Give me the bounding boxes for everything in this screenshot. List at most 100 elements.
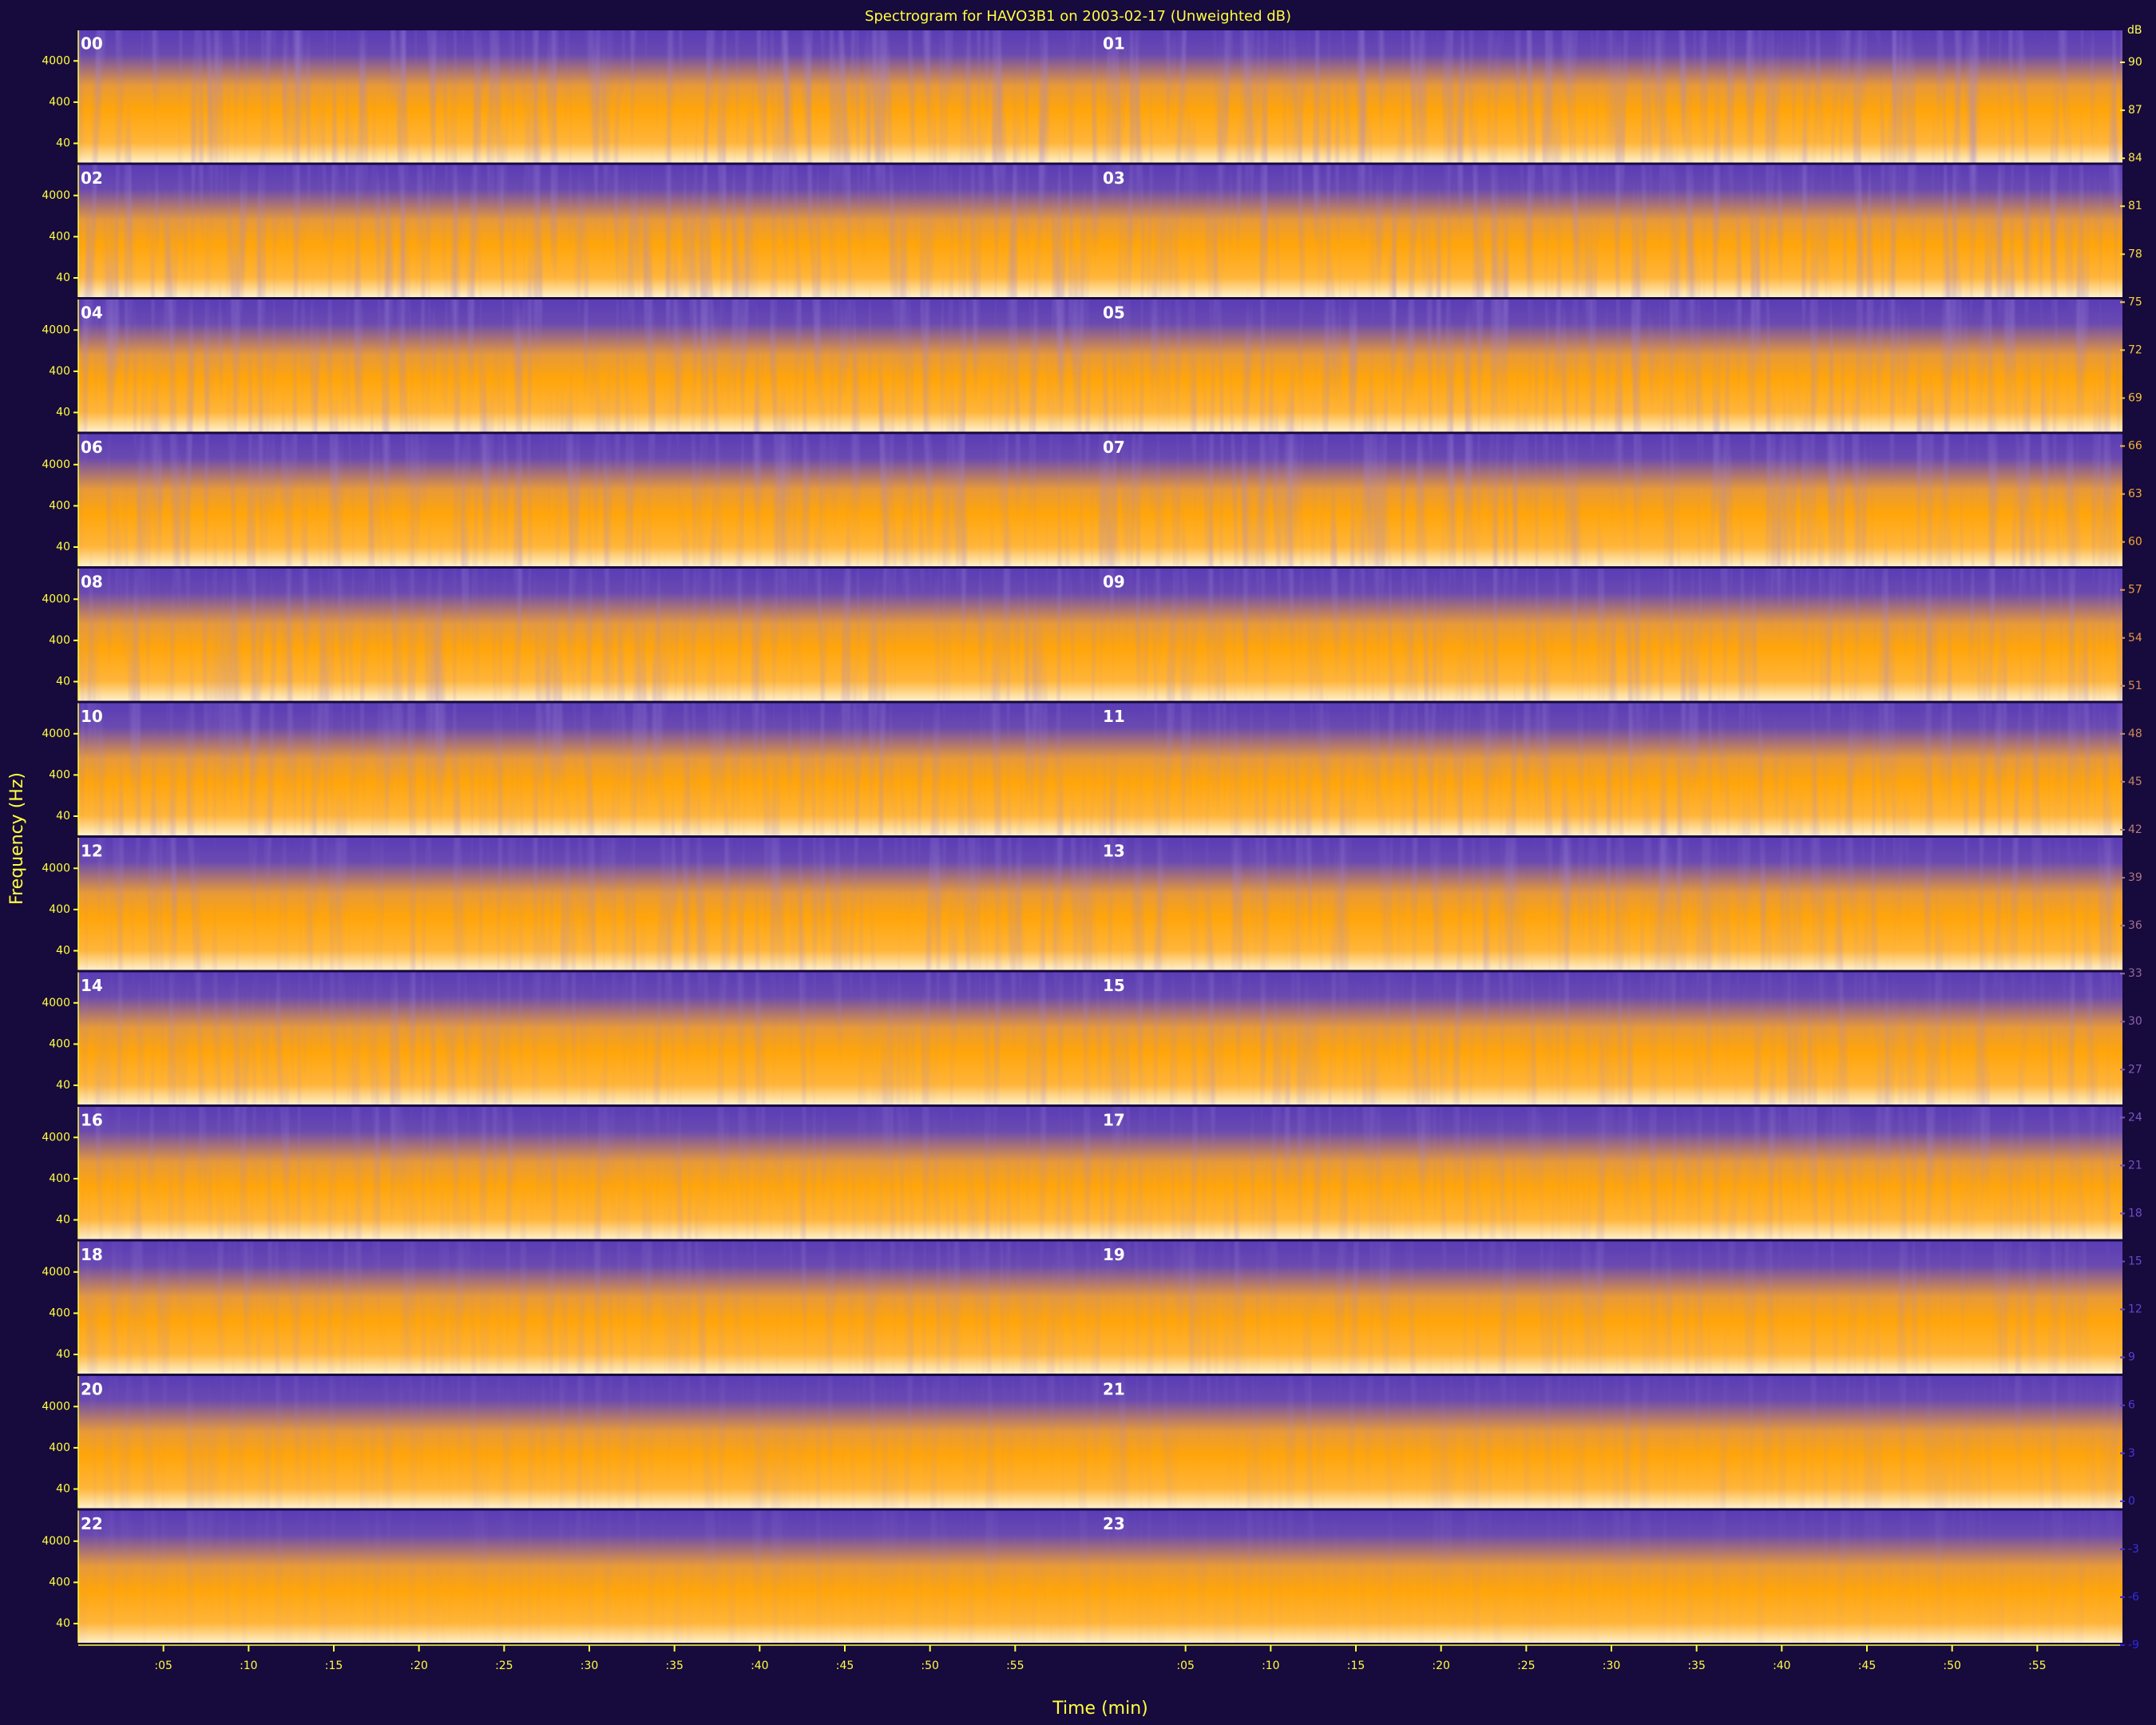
colorbar-tick-label: 24	[2128, 1111, 2142, 1124]
spectrogram-streaks	[1100, 569, 2122, 701]
colorbar-tick-label: 60	[2128, 536, 2142, 549]
spectrogram-texture	[78, 299, 1100, 432]
colorbar-tick-label: 84	[2128, 152, 2142, 165]
x-tick-label: :30	[581, 1660, 599, 1672]
spectrogram-streaks	[1100, 165, 2122, 297]
spectrogram-streaks	[1100, 1376, 2122, 1509]
y-tick-label: 40	[56, 676, 70, 688]
colorbar-tick-label: 81	[2128, 200, 2142, 212]
spectrogram-texture	[78, 972, 1100, 1104]
spectrogram-texture	[1100, 1510, 2122, 1643]
spectrogram-texture	[1100, 838, 2122, 970]
colorbar-tick-label: 66	[2128, 440, 2142, 453]
x-tick-label: :30	[1603, 1660, 1621, 1672]
hour-label: 19	[1103, 1245, 1125, 1264]
y-tick-label: 4000	[42, 458, 70, 471]
colorbar-tick-label: 42	[2128, 823, 2142, 836]
spectrogram-streaks	[78, 1376, 1100, 1509]
hour-label: 20	[81, 1380, 103, 1399]
spectrogram-streaks	[78, 1510, 1100, 1643]
x-tick-label: :50	[921, 1660, 939, 1672]
x-tick-label: :45	[1858, 1660, 1877, 1672]
spectrogram-streaks	[78, 838, 1100, 970]
colorbar-tick-label: 33	[2128, 967, 2142, 980]
colorbar-tick-label: 87	[2128, 104, 2142, 117]
spectrogram-streaks	[78, 30, 1100, 163]
hour-label: 03	[1103, 169, 1125, 188]
x-tick-label: :50	[1943, 1660, 1961, 1672]
y-tick-label: 400	[49, 1307, 70, 1319]
hour-label: 21	[1103, 1380, 1125, 1399]
colorbar-tick-label: 54	[2128, 632, 2142, 644]
spectrogram-texture	[78, 703, 1100, 835]
colorbar-label: dB	[2127, 24, 2142, 37]
colorbar-tick-label: 0	[2128, 1495, 2135, 1508]
y-tick-label: 40	[56, 137, 70, 150]
colorbar-tick-label: 12	[2128, 1303, 2142, 1316]
spectrogram-texture	[1100, 299, 2122, 432]
spectrogram-texture	[78, 1376, 1100, 1509]
y-tick-label: 4000	[42, 1266, 70, 1279]
x-tick-label: :20	[1432, 1660, 1450, 1672]
spectrogram-streaks	[78, 434, 1100, 566]
y-tick-label: 40	[56, 1617, 70, 1630]
y-tick-label: 400	[49, 634, 70, 647]
y-tick-label: 40	[56, 1214, 70, 1227]
colorbar-tick-label: 15	[2128, 1255, 2142, 1268]
y-tick-label: 400	[49, 1441, 70, 1454]
hour-label: 02	[81, 169, 103, 188]
spectrogram-streaks	[1100, 972, 2122, 1104]
colorbar-tick-label: 18	[2128, 1207, 2142, 1219]
spectrogram-texture	[1100, 972, 2122, 1104]
y-tick-label: 40	[56, 945, 70, 958]
y-tick-label: 400	[49, 230, 70, 243]
colorbar-tick-label: 69	[2128, 391, 2142, 404]
y-tick-label: 4000	[42, 997, 70, 1009]
y-tick-label: 40	[56, 406, 70, 419]
y-tick-label: 40	[56, 810, 70, 823]
x-tick-label: :55	[1006, 1660, 1024, 1672]
y-tick-label: 4000	[42, 1131, 70, 1144]
x-tick-label: :20	[410, 1660, 428, 1672]
colorbar-tick-label: 72	[2128, 343, 2142, 356]
spectrogram-streaks	[1100, 1241, 2122, 1374]
y-tick-label: 4000	[42, 728, 70, 740]
spectrogram-texture	[78, 569, 1100, 701]
y-tick-label: 4000	[42, 189, 70, 202]
hour-label: 08	[81, 573, 103, 592]
spectrogram-streaks	[1100, 434, 2122, 566]
colorbar-tick-label: 27	[2128, 1063, 2142, 1076]
x-tick-label: :15	[325, 1660, 343, 1672]
spectrogram-streaks	[78, 165, 1100, 297]
spectrogram-texture	[78, 165, 1100, 297]
hour-label: 05	[1103, 303, 1125, 323]
hour-label: 07	[1103, 438, 1125, 457]
chart-title: Spectrogram for HAVO3B1 on 2003-02-17 (U…	[865, 8, 1291, 25]
spectrogram-streaks	[78, 1241, 1100, 1374]
spectrogram-streaks	[1100, 838, 2122, 970]
y-tick-label: 4000	[42, 862, 70, 874]
hour-label: 18	[81, 1245, 103, 1264]
spectrogram-texture	[78, 30, 1100, 163]
x-tick-label: :35	[1687, 1660, 1706, 1672]
x-tick-label: :55	[2028, 1660, 2047, 1672]
hour-label: 22	[81, 1514, 103, 1533]
spectrogram-texture	[1100, 1241, 2122, 1374]
spectrogram-texture	[78, 1241, 1100, 1374]
y-tick-label: 40	[56, 1483, 70, 1496]
colorbar-tick-label: 63	[2128, 488, 2142, 501]
spectrogram-texture	[1100, 30, 2122, 163]
spectrogram-texture	[1100, 165, 2122, 297]
colorbar-tick-label: 75	[2128, 295, 2142, 308]
y-tick-label: 400	[49, 768, 70, 781]
spectrogram-streaks	[78, 703, 1100, 835]
colorbar-tick-label: 6	[2128, 1399, 2135, 1412]
y-tick-label: 400	[49, 365, 70, 378]
spectrogram-streaks	[78, 972, 1100, 1104]
colorbar-tick-label: 45	[2128, 775, 2142, 788]
y-tick-label: 40	[56, 541, 70, 553]
spectrogram-texture	[1100, 1107, 2122, 1239]
spectrogram-streaks	[1100, 1107, 2122, 1239]
hour-label: 00	[81, 34, 103, 54]
